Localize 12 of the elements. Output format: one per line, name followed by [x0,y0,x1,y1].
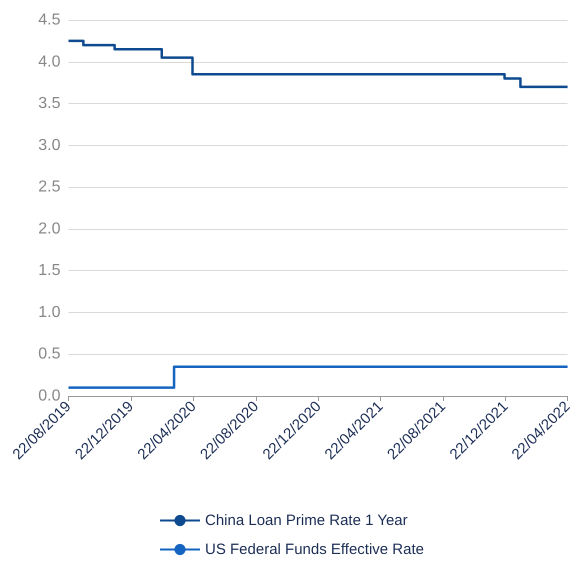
y-tick-label: 2.0 [38,220,61,238]
y-tick-label: 0.0 [38,388,61,404]
y-tick-label: 2.5 [38,178,61,196]
y-tick-label: 1.0 [38,304,61,321]
legend-label: China Loan Prime Rate 1 Year [205,512,408,529]
y-tick-label: 1.5 [38,262,61,280]
y-tick-label: 0.5 [38,346,61,363]
y-tick-label: 3.0 [38,136,61,154]
legend-label: US Federal Funds Effective Rate [205,541,424,558]
y-tick-label: 4.0 [38,53,61,70]
y-tick-label: 4.5 [38,12,61,28]
y-tick-label: 3.5 [38,95,61,112]
